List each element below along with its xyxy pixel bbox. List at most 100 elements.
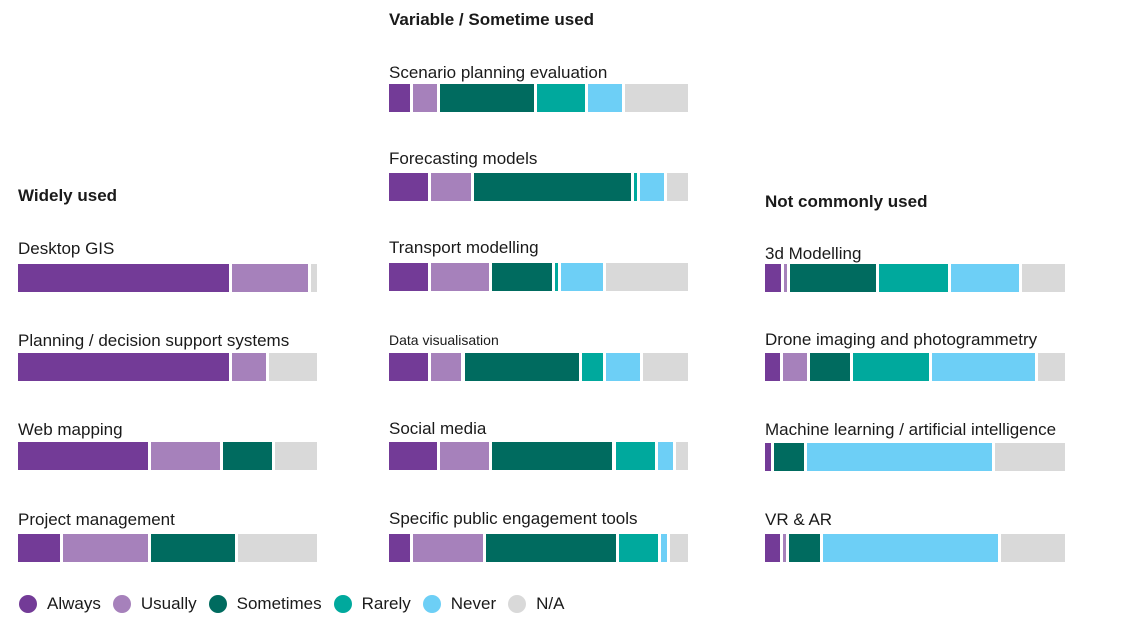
legend: Always Usually Sometimes Rarely Never N/… bbox=[19, 594, 576, 614]
stacked-bar-3d-modelling bbox=[765, 264, 1068, 292]
legend-item-always: Always bbox=[19, 594, 101, 614]
bar-segment-usually bbox=[431, 353, 462, 381]
bar-segment-n-a bbox=[666, 173, 688, 201]
bar-segment-always bbox=[18, 353, 230, 381]
legend-swatch-always bbox=[19, 595, 37, 613]
bar-segment-never bbox=[606, 353, 640, 381]
bar-segment-always bbox=[389, 442, 438, 470]
bar-segment-usually bbox=[783, 534, 787, 562]
bar-segment-rarely bbox=[618, 534, 658, 562]
bar-segment-never bbox=[931, 353, 1035, 381]
bar-segment-n-a bbox=[642, 353, 688, 381]
stacked-bar-project-management bbox=[18, 534, 320, 562]
bar-segment-always bbox=[389, 84, 411, 112]
bar-segment-never bbox=[822, 534, 999, 562]
bar-segment-n-a bbox=[238, 534, 317, 562]
legend-label-always: Always bbox=[47, 594, 101, 613]
bar-segment-sometimes bbox=[789, 264, 877, 292]
bar-segment-always bbox=[389, 263, 429, 291]
stacked-bar-scenario-planning-evaluation bbox=[389, 84, 691, 112]
legend-label-na: N/A bbox=[536, 594, 565, 613]
bar-segment-n-a bbox=[274, 442, 317, 470]
legend-label-sometimes: Sometimes bbox=[236, 594, 322, 613]
bar-segment-always bbox=[18, 534, 61, 562]
bar-segment-usually bbox=[431, 173, 471, 201]
bar-label-project-management: Project management bbox=[18, 510, 175, 529]
bar-segment-sometimes bbox=[464, 353, 580, 381]
bar-segment-usually bbox=[232, 353, 266, 381]
legend-swatch-na bbox=[508, 595, 527, 613]
bar-segment-sometimes bbox=[473, 173, 631, 201]
stacked-bar-transport-modelling bbox=[389, 263, 691, 291]
bar-segment-never bbox=[588, 84, 622, 112]
bar-segment-usually bbox=[440, 442, 489, 470]
legend-swatch-rarely bbox=[333, 595, 352, 613]
bar-segment-rarely bbox=[615, 442, 655, 470]
legend-label-never: Never bbox=[450, 594, 497, 613]
bar-label-planning-decision-support-systems: Planning / decision support systems bbox=[18, 331, 290, 350]
bar-segment-n-a bbox=[268, 353, 317, 381]
stacked-bar-forecasting-models bbox=[389, 173, 691, 201]
bar-segment-n-a bbox=[675, 442, 688, 470]
bar-segment-usually bbox=[431, 263, 489, 291]
bar-segment-n-a bbox=[995, 443, 1065, 471]
stacked-bar-data-visualisation bbox=[389, 353, 691, 381]
bar-segment-always bbox=[389, 534, 411, 562]
bar-label-vr-ar: VR & AR bbox=[765, 510, 833, 529]
bar-segment-never bbox=[807, 443, 993, 471]
bar-segment-sometimes bbox=[774, 443, 805, 471]
bar-segment-always bbox=[765, 264, 781, 292]
bar-label-drone-imaging-and-photogrammetry: Drone imaging and photogrammetry bbox=[765, 330, 1038, 349]
bar-segment-always bbox=[18, 442, 148, 470]
bar-label-machine-learning-artificial-intelligence: Machine learning / artificial intelligen… bbox=[765, 420, 1057, 439]
bar-segment-sometimes bbox=[440, 84, 534, 112]
legend-label-rarely: Rarely bbox=[361, 594, 411, 613]
bar-label-social-media: Social media bbox=[389, 419, 487, 438]
group-heading-variable-sometime-used: Variable / Sometime used bbox=[389, 10, 595, 29]
legend-item-na: N/A bbox=[508, 594, 564, 614]
bar-segment-rarely bbox=[852, 353, 929, 381]
bar-segment-always bbox=[389, 353, 429, 381]
bar-segment-n-a bbox=[1001, 534, 1065, 562]
bar-segment-never bbox=[639, 173, 664, 201]
bar-segment-sometimes bbox=[491, 263, 553, 291]
stacked-bar-vr-ar bbox=[765, 534, 1068, 562]
bar-segment-sometimes bbox=[223, 442, 272, 470]
stacked-bar-social-media bbox=[389, 442, 691, 470]
bar-segment-sometimes bbox=[810, 353, 850, 381]
bar-segment-sometimes bbox=[491, 442, 613, 470]
legend-label-usually: Usually bbox=[140, 594, 197, 613]
group-heading-not-commonly-used: Not commonly used bbox=[765, 192, 928, 211]
bar-label-web-mapping: Web mapping bbox=[18, 420, 123, 439]
bar-segment-n-a bbox=[606, 263, 688, 291]
bar-segment-usually bbox=[783, 353, 808, 381]
legend-swatch-sometimes bbox=[208, 595, 227, 613]
legend-item-usually: Usually bbox=[112, 594, 197, 614]
bar-segment-always bbox=[765, 443, 772, 471]
bar-segment-usually bbox=[63, 534, 148, 562]
bar-label-specific-public-engagement-tools: Specific public engagement tools bbox=[389, 509, 638, 528]
bar-segment-usually bbox=[413, 534, 483, 562]
group-heading-widely-used: Widely used bbox=[18, 186, 118, 205]
legend-item-sometimes: Sometimes bbox=[208, 594, 322, 614]
bar-segment-rarely bbox=[879, 264, 948, 292]
bar-segment-rarely bbox=[582, 353, 604, 381]
bar-segment-always bbox=[765, 353, 781, 381]
bar-segment-n-a bbox=[624, 84, 688, 112]
bar-segment-usually bbox=[413, 84, 438, 112]
stacked-bar-desktop-gis bbox=[18, 264, 320, 292]
bar-segment-always bbox=[765, 534, 781, 562]
bar-label-data-visualisation: Data visualisation bbox=[389, 332, 499, 348]
bar-segment-usually bbox=[783, 264, 787, 292]
legend-swatch-never bbox=[422, 595, 441, 613]
bar-segment-always bbox=[18, 264, 230, 292]
stacked-bar-web-mapping bbox=[18, 442, 320, 470]
bar-label-forecasting-models: Forecasting models bbox=[389, 149, 538, 168]
bar-label-transport-modelling: Transport modelling bbox=[389, 238, 539, 257]
stacked-bar-machine-learning-artificial-intelligence bbox=[765, 443, 1068, 471]
bar-segment-rarely bbox=[633, 173, 637, 201]
bar-segment-n-a bbox=[669, 534, 688, 562]
bar-label-3d-modelling: 3d Modelling bbox=[765, 244, 862, 263]
bar-segment-rarely bbox=[555, 263, 559, 291]
stacked-bar-specific-public-engagement-tools bbox=[389, 534, 691, 562]
